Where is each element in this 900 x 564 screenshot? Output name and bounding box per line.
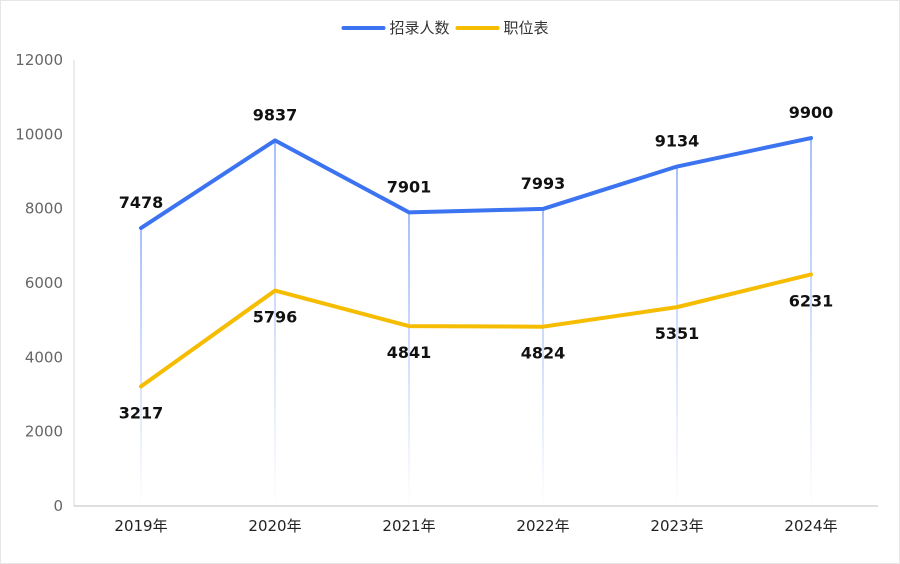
data-label: 7993 — [521, 174, 566, 193]
data-label: 3217 — [119, 403, 164, 422]
x-category-label: 2022年 — [516, 517, 569, 535]
data-label: 4841 — [387, 343, 432, 362]
series-line-1 — [139, 136, 813, 231]
y-tick-label: 6000 — [25, 274, 63, 292]
data-label: 7478 — [119, 193, 164, 212]
x-axis: 2019年 2020年 2021年 2022年 2023年 2024年 — [74, 505, 878, 535]
x-category-label: 2019年 — [114, 517, 167, 535]
y-tick-label: 2000 — [25, 423, 63, 441]
data-label: 9900 — [789, 103, 834, 122]
data-label: 5351 — [655, 324, 700, 343]
x-category-label: 2023年 — [650, 517, 703, 535]
y-tick-label: 10000 — [15, 125, 63, 143]
data-label: 7901 — [387, 177, 432, 196]
x-category-label: 2021年 — [382, 517, 435, 535]
legend: 招录人数 职位表 — [341, 19, 549, 37]
data-label: 4824 — [521, 344, 566, 363]
data-label: 9134 — [655, 132, 700, 151]
x-category-label: 2020年 — [248, 517, 301, 535]
legend-label: 职位表 — [504, 19, 549, 37]
data-labels: 7478 9837 7901 7993 9134 9900 3217 5796 4841 4824… — [119, 103, 834, 422]
data-label: 5796 — [253, 308, 298, 327]
series-line-2 — [139, 272, 813, 389]
data-label: 6231 — [789, 291, 834, 310]
y-tick-label: 0 — [53, 497, 63, 515]
y-tick-label: 12000 — [15, 51, 63, 69]
y-axis: 0 2000 4000 6000 8000 10000 12000 — [15, 51, 75, 515]
y-tick-label: 4000 — [25, 348, 63, 366]
x-category-label: 2024年 — [784, 517, 837, 535]
drop-lines — [140, 138, 812, 507]
data-label: 9837 — [253, 105, 298, 124]
series-lines — [139, 136, 813, 389]
y-tick-label: 8000 — [25, 200, 63, 218]
legend-label: 招录人数 — [390, 19, 450, 37]
